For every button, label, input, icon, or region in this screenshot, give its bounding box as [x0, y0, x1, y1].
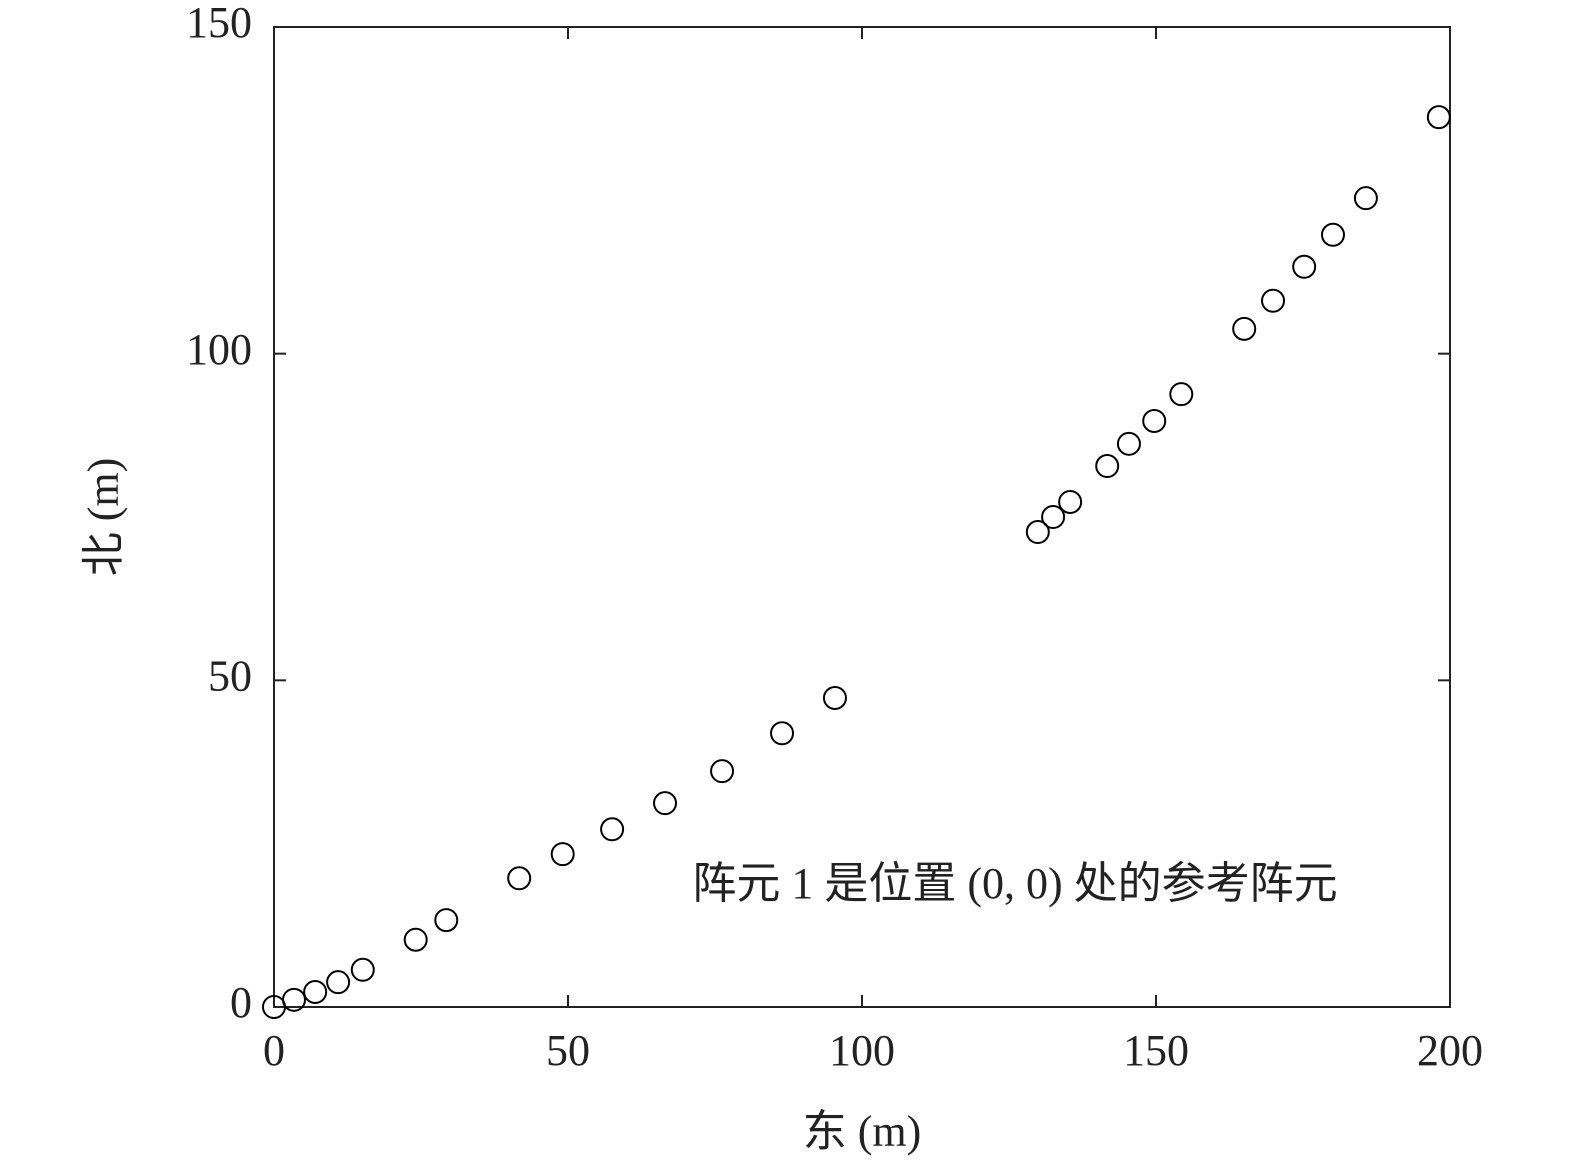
point [600, 817, 625, 842]
y-tick-label: 50 [208, 651, 252, 700]
point [1261, 288, 1286, 313]
point [1116, 431, 1141, 456]
point [1353, 186, 1378, 211]
y-tick-label: 100 [186, 325, 252, 374]
x-axis-label: 东 (m) [803, 1107, 922, 1156]
point [403, 927, 428, 952]
x-tick-label: 50 [546, 1026, 590, 1075]
point [1095, 454, 1120, 479]
point [550, 842, 575, 867]
point [281, 987, 306, 1012]
x-tick-label: 200 [1417, 1026, 1483, 1075]
point [710, 759, 735, 784]
point [1320, 222, 1345, 247]
point [326, 970, 351, 995]
y-tick-label: 0 [230, 978, 252, 1027]
point [303, 979, 328, 1004]
point [1025, 520, 1050, 545]
point [822, 685, 847, 710]
point [507, 866, 532, 891]
x-tick-label: 0 [263, 1026, 285, 1075]
y-axis-label: 北 (m) [79, 458, 128, 577]
point [1058, 489, 1083, 514]
point [350, 957, 375, 982]
point [434, 908, 459, 933]
x-tick-label: 150 [1123, 1026, 1189, 1075]
point [1142, 408, 1167, 433]
x-tick-label: 100 [829, 1026, 895, 1075]
annotation: 阵元 1 是位置 (0, 0) 处的参考阵元 [692, 859, 1337, 908]
point [1426, 105, 1451, 130]
point [653, 791, 678, 816]
y-tick-label: 150 [186, 0, 252, 47]
point [1232, 316, 1257, 341]
point [1041, 505, 1066, 529]
point [1169, 382, 1194, 407]
point [770, 721, 795, 746]
point [1292, 254, 1317, 279]
